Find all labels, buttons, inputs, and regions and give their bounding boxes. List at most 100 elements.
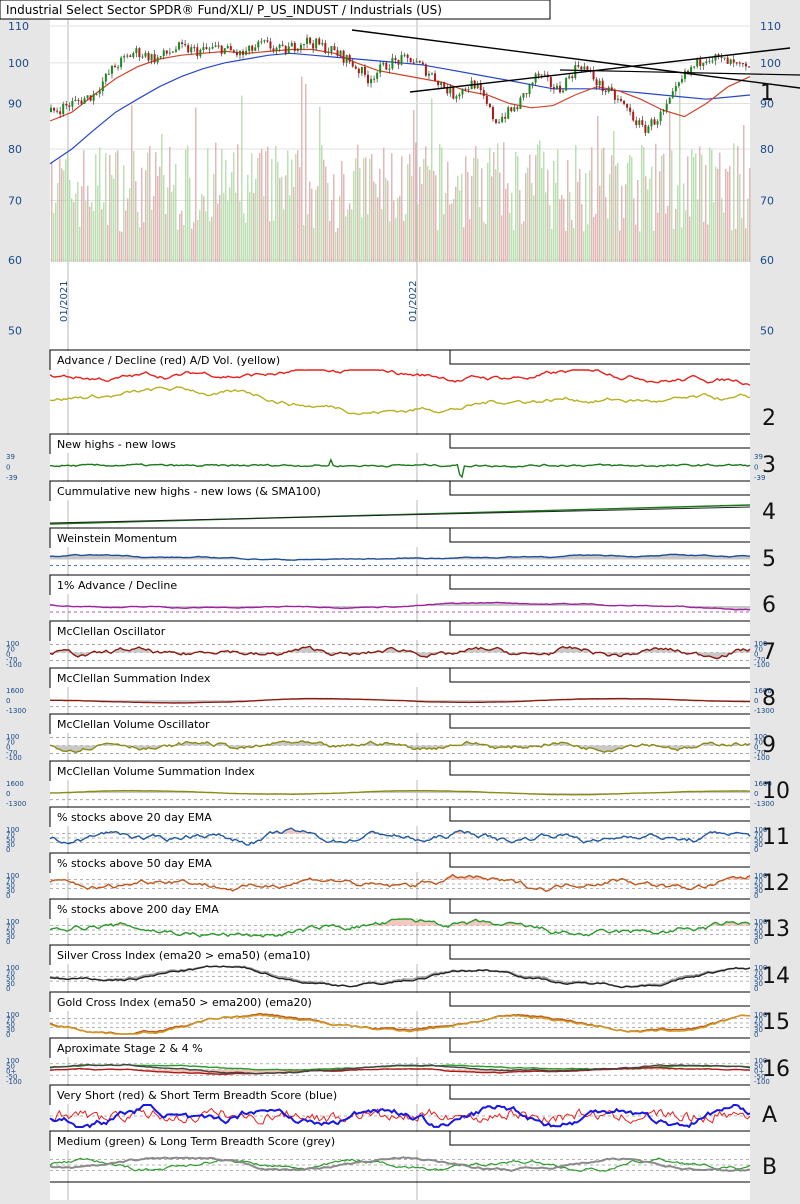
panel-axis-label: 30	[6, 933, 15, 941]
candle-body	[616, 98, 619, 100]
volume-bar	[123, 165, 125, 262]
panel-axis-label: 100	[6, 826, 19, 834]
panel-label: 1% Advance / Decline	[57, 579, 177, 592]
panel-axis-label: 100	[6, 1011, 19, 1019]
panel-axis-label: 30	[6, 887, 15, 895]
panel-label-box	[51, 482, 449, 500]
volume-bar	[161, 133, 163, 262]
panel-axis-label-right: 70	[754, 923, 763, 931]
volume-bar	[377, 197, 379, 262]
candle-body	[427, 73, 430, 76]
series-pct-above-ema	[49, 918, 751, 938]
candle-body	[89, 95, 92, 101]
volume-bar	[121, 231, 123, 262]
volume-bar	[297, 150, 299, 262]
panel-header-frame	[49, 713, 750, 734]
volume-bar	[83, 150, 85, 262]
panel-axis-label: 0	[6, 846, 10, 854]
volume-bar	[59, 158, 61, 262]
panel-number: 7	[762, 640, 776, 665]
volume-bar	[459, 190, 461, 262]
candle-body	[690, 67, 693, 73]
volume-bar	[349, 203, 351, 262]
volume-bar	[353, 170, 355, 262]
volume-bar	[621, 185, 623, 262]
panel-label: New highs - new lows	[57, 438, 176, 451]
volume-bar	[429, 169, 431, 262]
volume-bar	[665, 213, 667, 262]
volume-bar	[127, 198, 129, 262]
panel-axis-label-right: 70	[754, 645, 763, 653]
volume-bar	[667, 205, 669, 262]
volume-bar	[721, 198, 723, 262]
area-oscillator	[50, 646, 750, 659]
panel-axis-label: -70	[6, 749, 17, 757]
panel-axis-label-right: -100	[754, 1078, 770, 1086]
candle-body	[732, 59, 735, 63]
volume-bar	[443, 214, 445, 262]
panel-label: Cummulative new highs - new lows (& SMA1…	[57, 485, 321, 498]
moving-average-blue	[49, 52, 751, 165]
panel-axis-label: 70	[6, 877, 15, 885]
volume-bar	[533, 195, 535, 262]
volume-bar	[573, 227, 575, 262]
panel-axis-label-right: 0	[754, 744, 758, 752]
panel-axis-label-right: 50	[754, 928, 763, 936]
volume-bar	[509, 212, 511, 262]
candle-body	[132, 53, 135, 57]
panel-header-frame	[49, 667, 750, 688]
candle-body	[403, 54, 406, 56]
volume-bar	[213, 173, 215, 262]
candle-body	[571, 76, 574, 79]
panel-axis-label: 1600	[6, 780, 24, 788]
volume-bar	[743, 125, 745, 262]
volume-bar	[75, 193, 77, 262]
candle-body	[190, 47, 193, 53]
volume-bar	[643, 146, 645, 262]
volume-bar	[739, 174, 741, 262]
candle-body	[559, 85, 562, 93]
panel-label-box	[51, 622, 449, 640]
price-axis-tick-left: 50	[8, 324, 22, 337]
volume-bar	[481, 168, 483, 262]
volume-bar	[465, 156, 467, 262]
candle-body	[552, 87, 555, 90]
volume-bar	[669, 111, 671, 262]
volume-bar	[693, 156, 695, 262]
volume-bar	[111, 175, 113, 262]
volume-bar	[369, 158, 371, 262]
candle-body	[583, 66, 586, 70]
volume-bar	[53, 213, 55, 262]
volume-bar	[117, 150, 119, 262]
candle-body	[726, 57, 729, 64]
volume-bar	[659, 171, 661, 262]
panel-axis-label: 0	[6, 697, 10, 705]
panel-label-box	[51, 435, 449, 453]
panel-axis-label-right: 30	[754, 887, 763, 895]
panel-axis-label-right: 0	[754, 846, 758, 854]
candle-body	[406, 54, 409, 58]
panel-label-box	[51, 1039, 449, 1057]
candle-body	[729, 59, 732, 64]
volume-bar	[521, 223, 523, 262]
panel-axis-label: 50	[6, 1062, 15, 1070]
volume-bar	[385, 177, 387, 262]
volume-bar	[183, 225, 185, 262]
volume-bar	[471, 175, 473, 262]
candle-body	[202, 47, 205, 50]
volume-bar	[69, 180, 71, 262]
volume-bar	[409, 153, 411, 262]
volume-bar	[275, 146, 277, 262]
candle-body	[677, 82, 680, 87]
candle-body	[412, 62, 415, 64]
series-medium-score	[49, 1157, 751, 1172]
panel-number: 9	[762, 733, 776, 758]
candle-body	[114, 65, 117, 68]
volume-bar	[125, 210, 127, 262]
candle-body	[638, 120, 641, 125]
candle-body	[415, 61, 418, 63]
candle-body	[144, 52, 147, 57]
candle-body	[235, 51, 238, 56]
volume-bar	[383, 147, 385, 262]
volume-bar	[637, 180, 639, 262]
